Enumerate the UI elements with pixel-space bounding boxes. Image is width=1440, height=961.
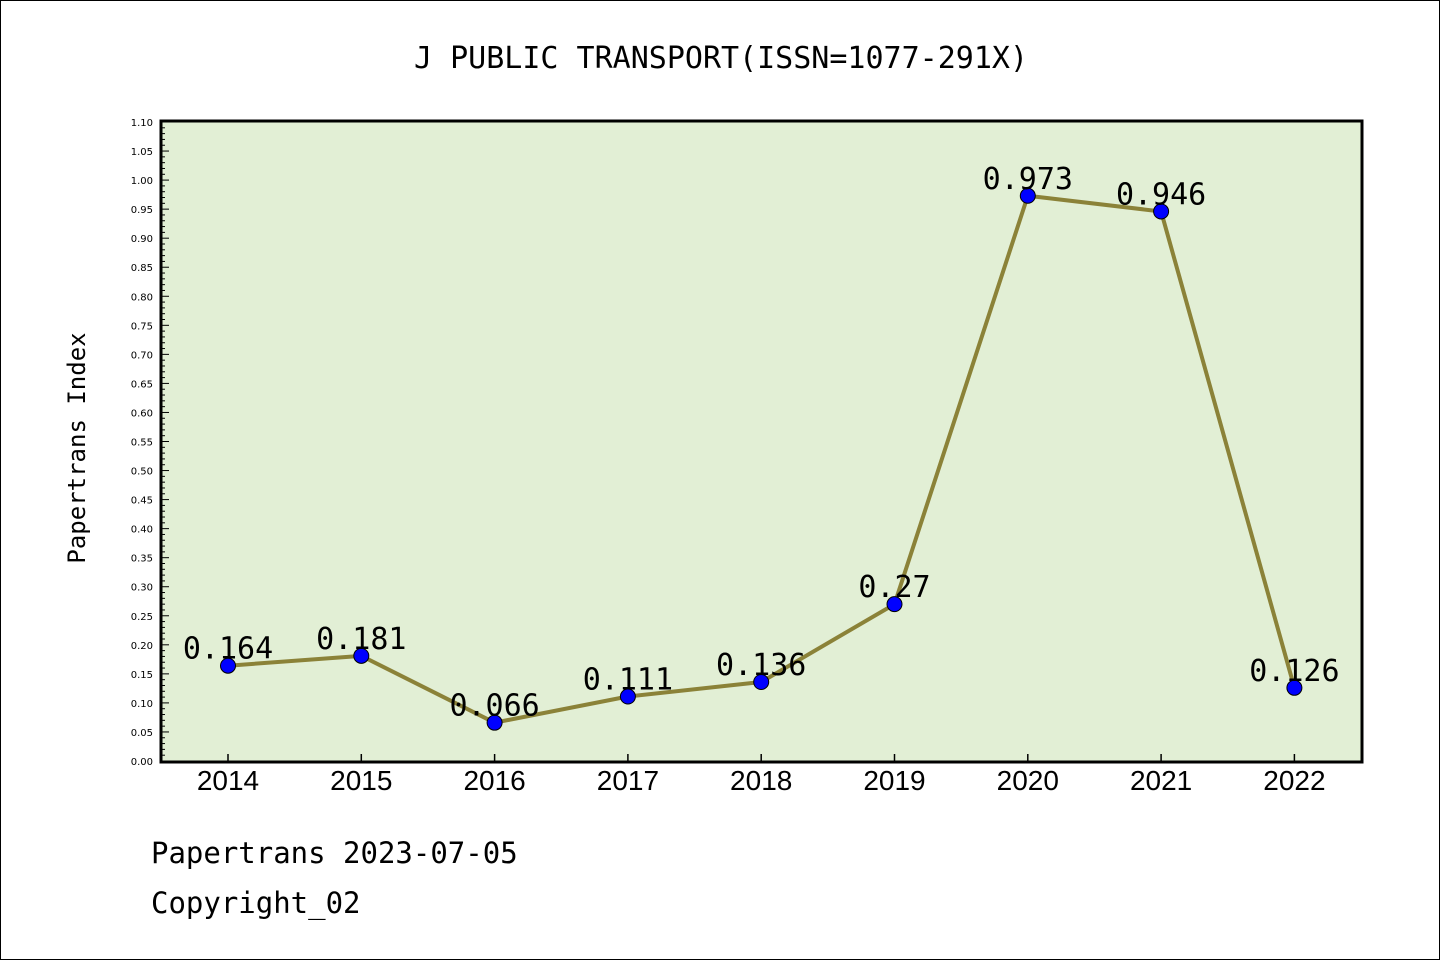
plot-border xyxy=(159,119,1364,764)
y-tick-label: 0.30 xyxy=(131,583,153,594)
data-label: 0.973 xyxy=(983,162,1073,197)
data-label: 0.164 xyxy=(183,632,273,667)
y-tick-label: 1.10 xyxy=(131,118,153,129)
footer-copyright: Copyright_02 xyxy=(151,886,361,920)
data-point xyxy=(753,673,770,690)
y-tick-label: 0.55 xyxy=(131,438,153,449)
y-tick-label: 0.15 xyxy=(131,670,153,681)
footer-date: Papertrans 2023-07-05 xyxy=(151,836,518,870)
y-tick-label: 0.95 xyxy=(131,205,153,216)
data-point xyxy=(1153,203,1170,220)
x-axis-tick-labels: 2014 2015 2016 2017 2018 2019 2020 2021 2022 xyxy=(197,765,1326,796)
series-markers xyxy=(220,187,1303,731)
y-tick-label: 0.50 xyxy=(131,467,153,478)
data-point xyxy=(353,647,370,664)
y-tick-label: 0.35 xyxy=(131,554,153,565)
data-label: 0.126 xyxy=(1249,654,1339,689)
data-label: 0.066 xyxy=(449,689,539,724)
data-point xyxy=(886,596,903,613)
y-tick-label: 0.45 xyxy=(131,496,153,507)
x-tick-label: 2019 xyxy=(863,765,925,796)
data-labels: 0.164 0.181 0.066 0.111 0.136 0.27 0.973 0.946 0… xyxy=(183,162,1340,724)
x-tick-label: 2018 xyxy=(730,765,792,796)
data-point xyxy=(619,688,636,705)
data-point xyxy=(486,714,503,731)
data-label: 0.136 xyxy=(716,648,806,683)
x-tick-label: 2014 xyxy=(197,765,259,796)
data-point xyxy=(220,657,236,674)
x-tick-label: 2017 xyxy=(597,765,659,796)
y-tick-label: 0.10 xyxy=(131,699,153,710)
y-tick-label: 0.05 xyxy=(131,728,153,739)
y-axis-tick-labels: 0.00 0.05 0.10 0.15 0.20 0.25 0.30 0.35 0.40 0.45… xyxy=(131,118,153,768)
y-tick-label: 0.70 xyxy=(131,350,153,361)
y-tick-label: 0.80 xyxy=(131,292,153,303)
x-tick-label: 2021 xyxy=(1130,765,1192,796)
y-tick-label: 0.85 xyxy=(131,263,153,274)
data-point xyxy=(1286,679,1303,696)
data-label: 0.946 xyxy=(1116,177,1206,212)
x-tick-label: 2015 xyxy=(330,765,392,796)
y-tick-label: 1.00 xyxy=(131,176,153,187)
y-tick-label: 0.60 xyxy=(131,408,153,419)
y-tick-label: 0.75 xyxy=(131,321,153,332)
x-tick-label: 2022 xyxy=(1263,765,1325,796)
data-label: 0.111 xyxy=(583,663,673,698)
y-tick-label: 0.25 xyxy=(131,612,153,623)
data-label: 0.181 xyxy=(316,622,406,657)
x-tick-label: 2020 xyxy=(997,765,1059,796)
y-tick-label: 0.90 xyxy=(131,234,153,245)
y-axis-label: Papertrans Index xyxy=(63,332,91,563)
y-tick-label: 0.20 xyxy=(131,641,153,652)
data-label: 0.27 xyxy=(858,570,930,605)
y-tick-label: 0.65 xyxy=(131,379,153,390)
y-tick-label: 0.40 xyxy=(131,525,153,536)
data-point xyxy=(1019,187,1036,204)
chart-title: J PUBLIC TRANSPORT(ISSN=1077-291X) xyxy=(414,41,1028,76)
y-tick-label: 0.00 xyxy=(131,757,153,768)
x-tick-label: 2016 xyxy=(463,765,525,796)
y-tick-label: 1.05 xyxy=(131,147,153,158)
